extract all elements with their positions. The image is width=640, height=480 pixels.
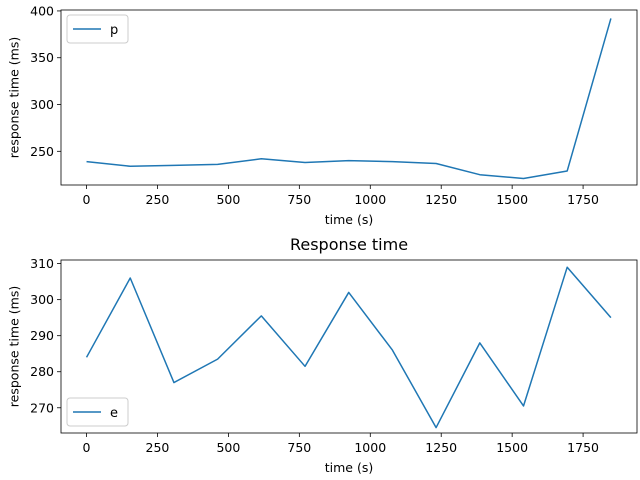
x-tick-label: 1750 xyxy=(567,440,599,455)
subplot-1: 0 250 500 750 1000 1250 1500 1750 250 300 350 400 ti… xyxy=(7,3,638,227)
x-axis-label: time (s) xyxy=(325,460,373,475)
x-tick-label: 1000 xyxy=(354,440,386,455)
y-axis-label: response time (ms) xyxy=(7,37,22,158)
chart-title: Response time xyxy=(290,235,408,254)
legend-label: p xyxy=(110,23,118,38)
x-tick-label: 750 xyxy=(287,192,311,207)
subplot-2: Response time 0 250 500 750 1000 1250 1500 1750 2… xyxy=(7,235,638,475)
x-tick-label: 250 xyxy=(146,440,170,455)
x-tick-label: 1250 xyxy=(425,440,457,455)
legend-label: e xyxy=(110,406,118,421)
x-tick-label: 0 xyxy=(83,192,91,207)
y-tick-label: 290 xyxy=(30,328,54,343)
x-tick-label: 1500 xyxy=(496,192,528,207)
plot-area-frame xyxy=(60,259,638,434)
y-tick-label: 400 xyxy=(30,3,54,18)
y-tick-label: 280 xyxy=(30,364,54,379)
x-axis-label: time (s) xyxy=(325,212,373,227)
x-tick-label: 1750 xyxy=(567,192,599,207)
series-line-e xyxy=(85,266,612,429)
y-axis-label: response time (ms) xyxy=(7,286,22,407)
x-tick-label: 250 xyxy=(146,192,170,207)
y-tick-label: 300 xyxy=(30,97,54,112)
x-tick-label: 1500 xyxy=(496,440,528,455)
x-tick-label: 1000 xyxy=(354,192,386,207)
plot-area-frame xyxy=(60,9,638,186)
x-tick-label: 750 xyxy=(287,440,311,455)
x-tick-label: 500 xyxy=(216,440,240,455)
y-tick-label: 300 xyxy=(30,292,54,307)
legend: e xyxy=(66,397,129,427)
x-tick-label: 500 xyxy=(216,192,240,207)
x-tick-label: 0 xyxy=(83,440,91,455)
y-tick-label: 250 xyxy=(30,144,54,159)
x-tick-label: 1250 xyxy=(425,192,457,207)
y-tick-label: 270 xyxy=(30,400,54,415)
legend: p xyxy=(66,14,129,44)
y-tick-label: 350 xyxy=(30,50,54,65)
y-tick-label: 310 xyxy=(30,256,54,271)
series-line-p xyxy=(86,18,612,180)
